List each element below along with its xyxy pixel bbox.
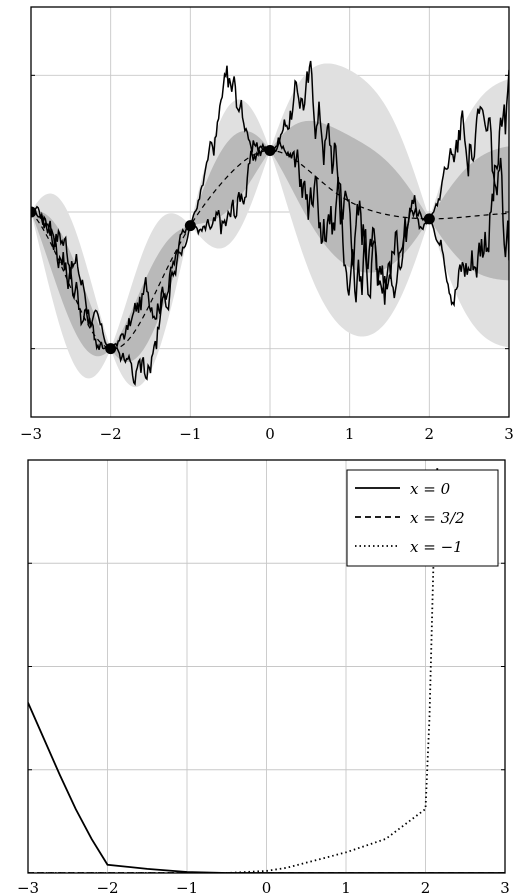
top-xtick-label-0: −3 <box>20 425 42 443</box>
bottom-grid <box>28 460 505 873</box>
bottom-xtick-label-3: 0 <box>262 879 272 895</box>
top-xtick-label-5: 2 <box>425 425 435 443</box>
bottom-xtick-label-5: 2 <box>421 879 431 895</box>
legend-label-x-0: x = 0 <box>410 480 451 498</box>
legend: x = 0 x = 3/2 x = −1 <box>346 469 499 567</box>
bottom-xtick-label-6: 3 <box>500 879 510 895</box>
top-xtick-label-4: 1 <box>345 425 355 443</box>
observation-points <box>31 145 435 355</box>
bottom-xtick-label-1: −2 <box>96 879 118 895</box>
top-xtick-label-3: 0 <box>265 425 275 443</box>
legend-label-x-minus-1: x = −1 <box>410 538 463 556</box>
observation-point-2 <box>184 220 196 232</box>
top-y-ticks <box>31 74 509 350</box>
bottom-xtick-label-2: −1 <box>176 879 198 895</box>
gp-posterior-panel: −3 −2 −1 0 1 2 3 <box>20 6 514 443</box>
observation-point-4 <box>423 213 435 225</box>
observation-point-1 <box>105 343 117 355</box>
observation-point-3 <box>264 145 276 156</box>
top-xtick-label-6: 3 <box>504 425 514 443</box>
top-xtick-label-1: −2 <box>100 425 122 443</box>
bottom-x-tick-labels: −3 −2 −1 0 1 2 3 <box>17 879 510 895</box>
legend-box <box>346 469 499 567</box>
series-x-minus-1 <box>28 465 439 873</box>
bottom-xtick-label-4: 1 <box>341 879 351 895</box>
density-panel: −3 −2 −1 0 1 2 3 x = 0 x = 3/2 x = −1 <box>17 459 510 895</box>
top-xtick-label-2: −1 <box>179 425 201 443</box>
bottom-xtick-label-0: −3 <box>17 879 39 895</box>
bottom-y-ticks <box>28 562 505 771</box>
top-x-tick-labels: −3 −2 −1 0 1 2 3 <box>20 425 514 443</box>
legend-label-x-3-2: x = 3/2 <box>410 509 465 527</box>
